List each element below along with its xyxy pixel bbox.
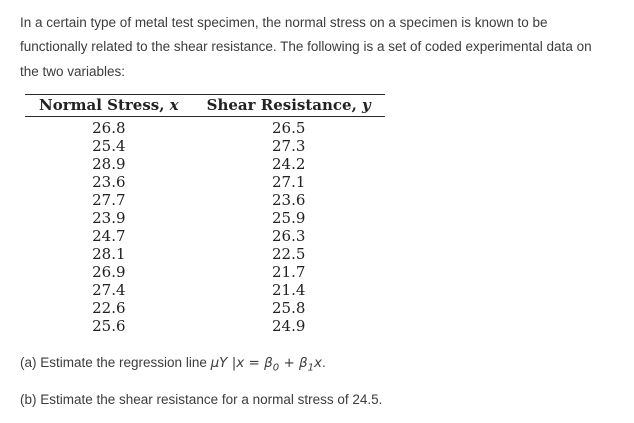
cell-shear-resistance: 21.7 — [271, 262, 306, 281]
table-row: 27.4 21.4 — [25, 281, 385, 299]
beta1-subscript: 1 — [307, 362, 315, 374]
data-table: Normal Stress, x Shear Resistance, y 26.… — [25, 93, 385, 335]
cell-shear-resistance: 21.4 — [271, 280, 306, 299]
table-row: 23.9 25.9 — [25, 209, 385, 227]
cell-normal-stress: 24.7 — [92, 226, 126, 245]
table-row: 28.1 22.5 — [25, 245, 385, 263]
problem-statement: In a certain type of metal test specimen… — [20, 15, 592, 79]
cell-shear-resistance: 26.3 — [271, 226, 306, 245]
cell-shear-resistance: 24.2 — [271, 154, 306, 173]
cell-normal-stress: 23.9 — [92, 208, 126, 227]
table-row: 25.4 27.3 — [25, 137, 385, 155]
cell-shear-resistance: 22.5 — [271, 244, 306, 263]
table-row: 25.6 24.9 — [25, 317, 385, 335]
problem-page: In a certain type of metal test specimen… — [20, 15, 614, 407]
cell-normal-stress: 28.9 — [92, 154, 126, 173]
cell-shear-resistance: 24.9 — [271, 316, 306, 335]
col-header-shear-resistance-label: Shear Resistance, — [206, 95, 363, 114]
equation-mu-term: μY |x = β — [210, 354, 273, 371]
cell-shear-resistance: 25.9 — [271, 208, 306, 227]
cell-normal-stress: 27.7 — [92, 190, 126, 209]
table-header-row: Normal Stress, x Shear Resistance, y — [25, 93, 385, 117]
cell-shear-resistance: 26.5 — [271, 118, 306, 137]
regression-equation: μY |x = β0 + β1x — [210, 354, 323, 374]
table-row: 26.9 21.7 — [25, 263, 385, 281]
cell-normal-stress: 23.6 — [92, 172, 126, 191]
question-a-text: (a) Estimate the regression line — [20, 354, 211, 370]
cell-normal-stress: 26.8 — [92, 118, 126, 137]
col-header-normal-stress-label: Normal Stress, — [39, 95, 170, 114]
cell-shear-resistance: 27.1 — [271, 172, 306, 191]
question-b: (b) Estimate the shear resistance for a … — [20, 391, 383, 407]
cell-normal-stress: 27.4 — [92, 280, 126, 299]
cell-shear-resistance: 23.6 — [271, 190, 306, 209]
col-header-normal-stress-var: x — [169, 95, 179, 114]
equation-plus-beta: + β — [279, 354, 308, 371]
cell-normal-stress: 25.4 — [92, 136, 126, 155]
col-header-normal-stress: Normal Stress, x — [25, 93, 193, 117]
cell-normal-stress: 26.9 — [92, 262, 126, 281]
table-row: 24.7 26.3 — [25, 227, 385, 245]
col-header-shear-resistance-var: y — [362, 95, 371, 114]
table-row: 26.8 26.5 — [25, 116, 385, 137]
equation-x-term: x — [314, 354, 323, 371]
question-a: (a) Estimate the regression line μY |x =… — [20, 353, 614, 376]
beta0-subscript: 0 — [272, 362, 280, 374]
cell-normal-stress: 28.1 — [92, 244, 126, 263]
cell-shear-resistance: 27.3 — [271, 136, 306, 155]
cell-normal-stress: 25.6 — [92, 316, 126, 335]
cell-normal-stress: 22.6 — [92, 298, 126, 317]
table-row: 22.6 25.8 — [25, 299, 385, 317]
table-row: 23.6 27.1 — [25, 173, 385, 191]
col-header-shear-resistance: Shear Resistance, y — [192, 93, 385, 117]
table-row: 28.9 24.2 — [25, 155, 385, 173]
question-a-period: . — [322, 354, 326, 370]
table-row: 27.7 23.6 — [25, 191, 385, 209]
cell-shear-resistance: 25.8 — [271, 298, 306, 317]
